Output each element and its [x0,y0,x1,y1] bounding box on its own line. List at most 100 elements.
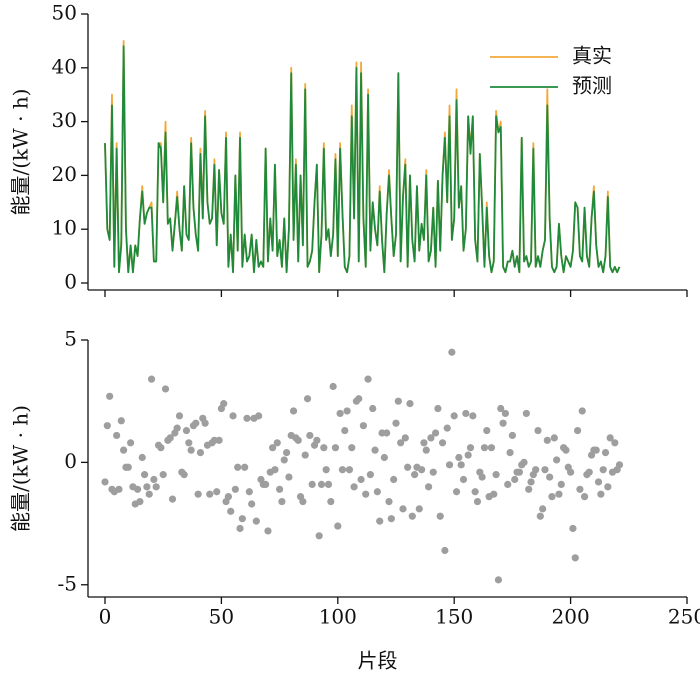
scatter-point [459,475,468,484]
scatter-point [380,453,388,462]
scatter-point [406,400,414,408]
scatter-point [387,515,395,523]
scatter-point [434,404,442,413]
scatter-point [599,466,607,474]
scatter-point [383,429,391,437]
scatter-point [511,475,519,484]
scatter-point [557,480,565,489]
scatter-point [180,471,188,479]
scatter-point [399,505,407,513]
scatter-point [236,524,244,533]
scatter-point [534,426,542,435]
scatter-point [101,478,109,486]
scatter-point [527,478,535,486]
scatter-point [294,436,302,444]
scatter-point [515,468,523,476]
scatter-point [501,409,510,418]
scatter-point [152,483,160,491]
scatter-point [331,444,340,452]
scatter-point [604,483,612,491]
scatter-point [140,471,149,479]
scatter-point [427,434,435,442]
scatter-point [106,392,114,400]
scatter-point [592,446,600,454]
scatter-point [166,434,174,442]
scatter-point [471,488,479,496]
scatter-point [371,446,379,454]
scatter-point [278,497,286,506]
y-axis-label: 能量/(kW · h) [9,405,33,532]
y-tick-label: 50 [52,1,77,25]
x-tick-label: 100 [319,605,357,629]
scatter-point [136,497,144,506]
scatter-point [271,466,279,474]
scatter-point [159,471,167,479]
scatter-point [117,417,125,425]
scatter-point [597,490,605,498]
scatter-point [289,407,298,415]
scatter-point [145,490,153,498]
scatter-point [401,434,409,442]
y-tick-label: 5 [64,327,77,351]
scatter-point [543,436,551,444]
scatter-point [115,485,123,493]
scatter-point [238,515,246,523]
scatter-point [143,483,151,491]
scatter-point [541,466,549,474]
scatter-point [182,426,191,435]
scatter-point [306,431,314,440]
scatter-point [336,409,344,418]
scatter-point [376,517,384,525]
scatter-point [150,475,158,484]
scatter-point [215,436,223,444]
scatter-point [350,483,358,491]
scatter-point [280,456,288,464]
scatter-point [504,480,512,489]
x-tick-label: 200 [552,605,590,629]
scatter-point [317,480,326,489]
scatter-point [601,448,610,457]
scatter-point [466,444,475,452]
scatter-point [113,431,121,440]
scatter-point [390,475,398,484]
scatter-point [185,439,193,447]
legend-label: 预测 [572,74,612,98]
scatter-point [555,490,563,498]
scatter-point [397,439,405,447]
scatter-point [334,522,342,530]
scatter-point [457,461,465,469]
scatter-point [196,448,205,457]
scatter-point [450,412,458,420]
scatter-point [422,446,430,454]
scatter-point [301,451,309,459]
scatter-point [429,468,437,476]
scatter-point [411,471,419,479]
scatter-point [320,444,328,452]
scatter-point [299,497,307,506]
scatter-point [532,466,540,474]
scatter-point [553,456,561,464]
scatter-point [231,485,239,493]
y-tick-label: 40 [52,54,77,78]
scatter-point [357,475,365,484]
scatter-point [229,412,237,420]
scatter-point [327,497,335,506]
scatter-point [138,453,146,462]
scatter-point [611,439,619,447]
x-axis-label: 片段 [358,649,398,673]
scatter-point [522,409,530,418]
scatter-point [550,434,558,442]
scatter-point [606,434,614,442]
y-tick-label: -5 [58,571,77,595]
scatter-point [133,485,142,493]
scatter-point [313,436,321,444]
scatter-point [348,444,356,452]
scatter-point [578,407,586,415]
scatter-point [445,461,454,469]
x-tick-label: 0 [99,605,112,629]
scatter-point [478,473,486,481]
scatter-point [241,463,249,471]
scatter-point [415,505,423,513]
scatter-point [580,493,589,501]
